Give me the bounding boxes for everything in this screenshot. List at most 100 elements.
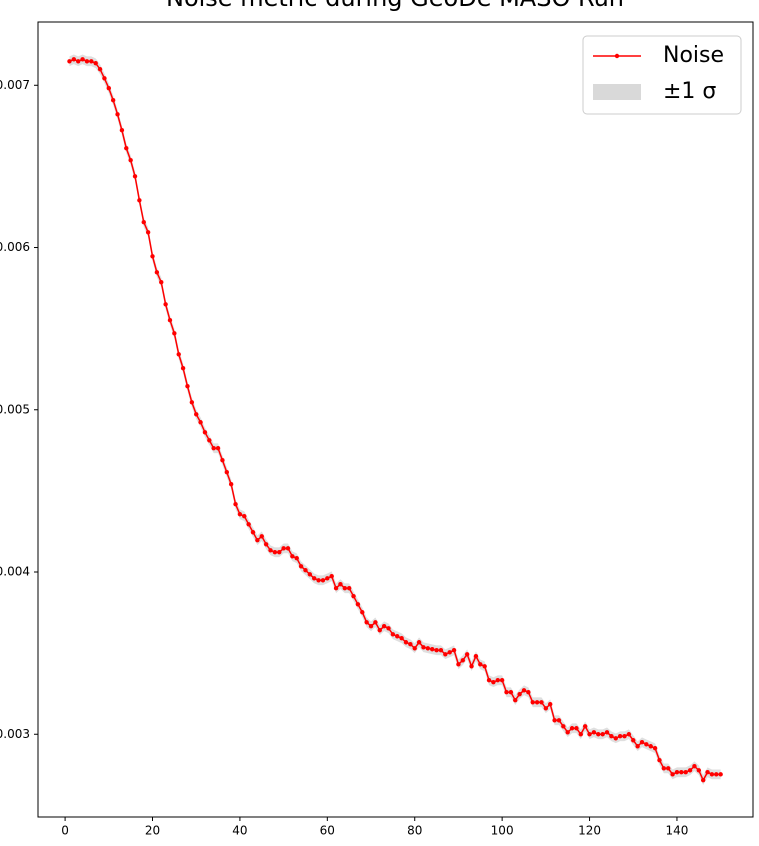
x-tick-label: 100 [491, 824, 514, 838]
noise-point [377, 628, 382, 633]
noise-point [294, 556, 299, 561]
noise-point [329, 574, 334, 579]
sigma-band [69, 54, 721, 786]
noise-point [386, 626, 391, 631]
noise-point [128, 158, 133, 163]
noise-point [285, 546, 291, 551]
noise-point [714, 772, 719, 777]
noise-point [207, 438, 212, 443]
noise-point [154, 270, 160, 275]
noise-point [220, 458, 225, 463]
noise-point [307, 572, 313, 577]
noise-point [469, 664, 474, 669]
noise-point [696, 768, 702, 773]
noise-point [137, 198, 142, 203]
chart-title: Noise metric during GeoDe MASO Run [166, 0, 624, 12]
noise-point [132, 174, 138, 179]
noise-point [277, 550, 282, 555]
noise-point [141, 220, 146, 225]
noise-point [674, 770, 680, 775]
x-tick-label: 40 [232, 824, 247, 838]
noise-point [473, 654, 479, 659]
noise-point [438, 648, 444, 653]
noise-point [115, 112, 120, 117]
noise-point [451, 648, 457, 653]
noise-point [504, 690, 509, 695]
noise-point [661, 766, 667, 771]
noise-point [644, 742, 649, 747]
y-tick-label: 0.004 [0, 565, 30, 579]
noise-point [259, 534, 264, 539]
noise-point [526, 690, 531, 695]
noise-point [106, 85, 112, 91]
legend-label: ±1 σ [663, 79, 716, 104]
noise-point [447, 650, 452, 655]
noise-point [228, 482, 234, 487]
noise-point [604, 730, 610, 735]
noise-point [180, 366, 186, 371]
noise-point [163, 302, 168, 307]
noise-point [119, 128, 125, 133]
noise-point [412, 646, 417, 651]
noise-point [281, 546, 286, 551]
noise-point [373, 620, 378, 625]
noise-point [93, 61, 98, 66]
noise-point [84, 59, 90, 64]
x-tick-label: 0 [61, 824, 69, 838]
noise-point [561, 724, 566, 729]
noise-point [355, 602, 361, 607]
noise-point [521, 688, 527, 693]
noise-point [692, 764, 697, 769]
noise-point [569, 726, 575, 731]
noise-point [215, 446, 221, 451]
noise-point [622, 734, 627, 739]
noise-point [364, 620, 369, 625]
noise-point [312, 576, 317, 581]
noise-point [539, 700, 544, 705]
noise-point [202, 430, 208, 435]
noise-point [596, 732, 601, 737]
noise-point [233, 501, 238, 507]
noise-point [434, 648, 439, 653]
noise-point [587, 732, 592, 737]
noise-point [194, 412, 199, 417]
legend: Noise ±1 σ [582, 35, 742, 115]
noise-point [346, 586, 352, 591]
noise-point [71, 57, 77, 62]
noise-point [316, 578, 321, 583]
noise-point [390, 632, 396, 637]
noise-point [491, 679, 496, 685]
noise-point [76, 59, 81, 64]
noise-point [582, 724, 588, 729]
noise-point [320, 578, 326, 583]
noise-point [425, 646, 431, 651]
x-tick-label: 20 [145, 824, 160, 838]
legend-swatch [593, 84, 641, 100]
noise-point [574, 726, 579, 731]
noise-point [198, 420, 203, 425]
noise-point [102, 76, 107, 81]
x-tick-label: 80 [407, 824, 422, 838]
noise-point [456, 662, 461, 667]
noise-point [159, 280, 164, 285]
noise-point [548, 702, 553, 707]
noise-point [652, 746, 658, 751]
plot-frame [37, 21, 754, 818]
noise-point [670, 772, 675, 777]
noise-point [499, 678, 505, 683]
noise-point [351, 593, 356, 599]
noise-point [430, 647, 435, 652]
noise-point [543, 706, 549, 711]
x-tick-label: 60 [320, 824, 335, 838]
noise-point [460, 658, 466, 663]
noise-point [482, 664, 487, 669]
noise-point [495, 678, 500, 683]
noise-point [464, 652, 470, 657]
noise-point [381, 624, 387, 629]
noise-point [443, 652, 448, 657]
noise-point [626, 732, 632, 737]
noise-point [333, 586, 339, 591]
noise-point [176, 352, 181, 357]
noise-point [303, 568, 308, 573]
